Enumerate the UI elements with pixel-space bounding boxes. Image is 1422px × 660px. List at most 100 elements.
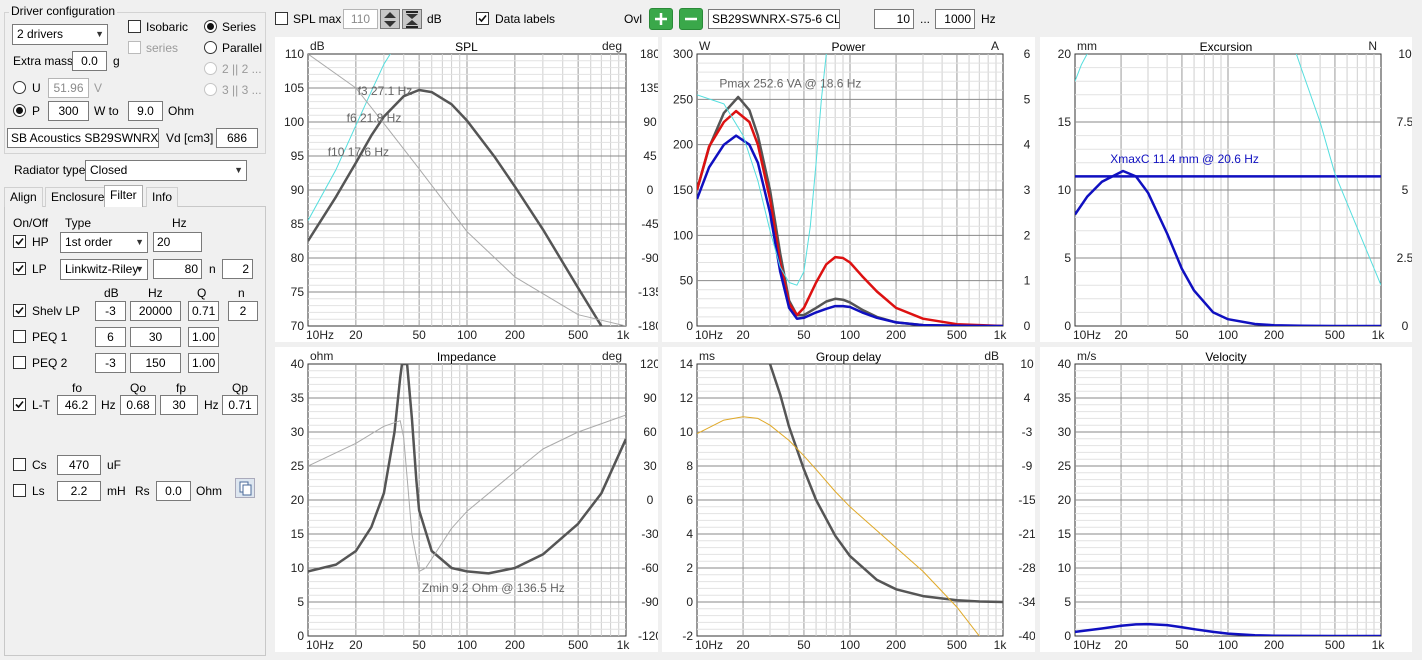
lt-qo-input[interactable]: 0.68 [120,395,156,415]
voltage-input[interactable]: 51.96 [48,78,89,98]
shelv-q-input[interactable]: 0.71 [188,301,219,321]
hp-frequency-input[interactable]: 20 [153,232,202,252]
group-delay-chart[interactable]: Group delay 14 12 10 8 6 4 2 0 -2 10 4 -3 -9 -15 -21 -2… [662,347,1035,652]
freq-to-input[interactable]: 1000 [935,9,975,29]
power-x-tick-label: 50 [797,328,811,342]
power-to-label: W to [94,104,119,118]
group-delay-grid [697,364,1003,636]
spl-y-tick-label: 85 [291,217,305,231]
power-radio[interactable] [13,104,26,117]
shelv-db-input[interactable]: -3 [95,301,126,321]
tab-info[interactable]: Info [146,187,179,207]
spl-y-tick-label: 90 [291,183,305,197]
power-left-unit: W [699,39,711,53]
spl-chart[interactable]: SPL 110 105 100 95 90 85 80 75 70 180 135 90 45 0 -45 -… [275,37,658,342]
splmax-reset-button[interactable] [402,9,422,29]
lt-fo-input[interactable]: 46.2 [57,395,96,415]
peq2-db-input[interactable]: -3 [95,353,126,373]
splmax-up-button[interactable] [380,9,400,29]
ls-input[interactable]: 2.2 [57,481,101,501]
power-input[interactable]: 300 [48,101,89,121]
excursion-x-tick-label: 10Hz [1073,328,1101,342]
splmax-checkbox[interactable] [275,12,288,25]
excursion-chart[interactable]: Excursion 20 15 10 5 0 10 7.5 5 2.5 0 mm N 10Hz 20 50 1… [1040,37,1412,342]
impedance-input[interactable]: 9.0 [128,101,163,121]
group-delay-left-unit: ms [699,349,715,363]
power-chart[interactable]: Power 300 250 200 150 100 50 0 6 5 4 3 2 1 0 W A 10Hz 20 5… [662,37,1035,342]
lp-type-select[interactable]: Linkwitz-Riley ▼ [60,259,148,280]
series-radio[interactable] [204,20,217,33]
velocity-chart[interactable]: Velocity 40 35 30 25 20 15 10 5 0 m/s 10Hz 20 50 100 2… [1040,347,1412,652]
driver-name-field[interactable]: SB Acoustics SB29SWNRX-S75-6 [7,128,159,148]
voltage-radio[interactable] [13,81,26,94]
radiator-type-select[interactable]: Closed ▼ [85,160,247,181]
lp-order-input[interactable]: 2 [222,259,253,279]
series-parallel-3-radio[interactable] [204,83,217,96]
lt-qo-header: Qo [130,381,147,395]
extra-mass-input[interactable]: 0.0 [72,51,107,71]
peq2-q-input[interactable]: 1.00 [188,353,219,373]
isobaric-checkbox[interactable] [128,20,141,33]
splmax-input[interactable]: 110 [343,9,378,29]
isobaric-series-label: series [146,41,179,55]
group-delay-chart-title: Group delay [815,350,882,364]
copy-button[interactable] [235,478,255,498]
remove-overlay-button[interactable] [679,8,703,30]
tab-enclosure[interactable]: Enclosure [45,187,111,207]
spl-y-tick-label: 75 [291,285,305,299]
hp-type-select[interactable]: 1st order ▼ [60,232,148,253]
tab-align[interactable]: Align [4,187,43,207]
cs-input[interactable]: 470 [57,455,101,475]
lp-frequency-input[interactable]: 80 [153,259,202,279]
peq1-checkbox[interactable] [13,330,26,343]
series-label: Series [222,20,257,34]
cs-unit: uF [107,458,122,472]
isobaric-series-checkbox[interactable] [128,41,141,54]
cs-checkbox[interactable] [13,458,26,471]
peq2-label: PEQ 2 [32,356,68,370]
peq1-hz-input[interactable]: 30 [130,327,181,347]
power-x-tick-label: 20 [736,328,750,342]
lt-checkbox[interactable] [13,398,26,411]
data-labels-checkbox[interactable] [476,12,489,25]
parallel-radio[interactable] [204,41,217,54]
lt-fp-unit: Hz [204,398,219,412]
impedance-y2-tick-label: 60 [643,425,657,439]
power-series-power [697,109,1003,326]
lt-qp-input[interactable]: 0.71 [222,395,258,415]
peq2-checkbox[interactable] [13,356,26,369]
series-parallel-2-radio[interactable] [204,62,217,75]
rs-input[interactable]: 0.0 [156,481,191,501]
peq1-q-input[interactable]: 1.00 [188,327,219,347]
group-delay-y2-tick-label: -9 [1022,459,1033,473]
impedance-chart[interactable]: Impedance 40 35 30 25 20 15 10 5 0 120 90 60 30 0 -30-… [275,347,658,652]
power-series-current [697,134,1003,326]
group-delay-x-tick-label: 100 [840,638,860,652]
series-parallel-3-label: 3 || 3 ... [222,83,262,97]
spl-y2-tick-label: 0 [647,183,654,197]
drivers-select[interactable]: 2 drivers ▼ [12,24,108,45]
lp-checkbox[interactable] [13,262,26,275]
shelv-hz-input[interactable]: 20000 [130,301,181,321]
type-header: Type [65,216,92,230]
shelv-n-input[interactable]: 2 [228,301,258,321]
velocity-x-tick-label: 50 [1175,638,1189,652]
lt-fp-input[interactable]: 30 [160,395,198,415]
peq2-hz-input[interactable]: 150 [130,353,181,373]
impedance-y2-tick-label: -90 [641,595,658,609]
impedance-y-tick-label: 35 [291,391,305,405]
peq1-db-input[interactable]: 6 [95,327,126,347]
overlay-model-input[interactable]: SB29SWNRX-S75-6 CL30 [708,9,840,29]
hp-checkbox[interactable] [13,235,26,248]
ls-checkbox[interactable] [13,484,26,497]
spl-y2-tick-label: 90 [643,115,657,129]
shelv-lp-checkbox[interactable] [13,304,26,317]
tab-filter[interactable]: Filter [104,185,143,207]
freq-from-input[interactable]: 10 [874,9,914,29]
add-overlay-button[interactable] [649,8,673,30]
driver-config-title: Driver configuration [9,4,118,18]
excursion-series-force-hf [1295,54,1381,286]
radiator-type-label: Radiator type [14,163,86,177]
impedance-x-tick-label: 100 [457,638,477,652]
spl-x-tick-label: 1k [617,328,631,342]
